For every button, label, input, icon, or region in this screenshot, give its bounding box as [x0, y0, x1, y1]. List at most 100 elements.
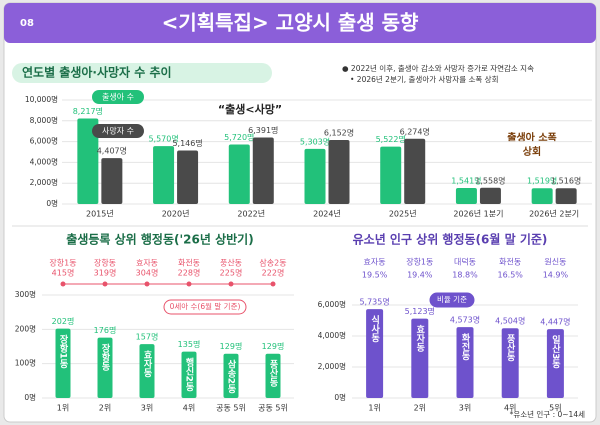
ranking-name: 풍산동 — [220, 258, 242, 268]
bar — [139, 344, 155, 398]
value-label: 8,217명 — [73, 106, 103, 116]
y-tick-label: 6,000명 — [30, 136, 58, 146]
bar — [531, 188, 553, 204]
annotation: 출생아 소폭 — [507, 131, 556, 144]
bar-name: 삼송2동 — [226, 359, 236, 394]
annotation: 상회 — [523, 145, 541, 158]
note: ● 2022년 이후, 출생아 감소와 사망자 증가로 자연감소 지속 — [342, 63, 534, 73]
ranking-name: 장항1동 — [49, 258, 76, 268]
ranking-name: 삼송2동 — [259, 258, 286, 268]
bar — [223, 353, 239, 398]
bar — [265, 353, 281, 398]
bar — [77, 118, 99, 204]
value-label: 5,522명 — [376, 134, 406, 144]
y-tick-label: 2,000명 — [30, 177, 58, 187]
x-tick-label: 2위 — [99, 404, 111, 413]
y-tick-label: 200명 — [15, 323, 36, 333]
ranking-value: 16.5% — [497, 271, 523, 280]
value-label: 1,519명 — [527, 176, 557, 186]
bar — [455, 187, 477, 204]
ranking-dot — [144, 281, 150, 287]
ranking-value: 225명 — [220, 268, 243, 278]
value-label: 5,303명 — [300, 136, 330, 146]
ranking-value: 19.5% — [362, 271, 388, 280]
bar — [97, 337, 113, 398]
x-tick-label: 2022년 — [237, 209, 265, 219]
ranking-value: 222명 — [262, 268, 285, 278]
bar-name: 장항1동 — [58, 334, 68, 369]
x-tick-label: 2026년 2분기 — [529, 209, 579, 219]
value-label: 6,274명 — [400, 126, 430, 136]
legend-swatch — [92, 90, 144, 104]
ranking-name: 장항동 — [94, 258, 116, 268]
ranking-dot — [270, 281, 276, 287]
page-number: 08 — [20, 18, 34, 29]
header-band — [4, 3, 596, 43]
page-title: <기획특집> 고양시 출생 동향 — [162, 11, 419, 35]
value-label: 157명 — [136, 332, 159, 342]
bar-name: 효자동 — [414, 325, 424, 353]
ranking-name: 원신동 — [544, 258, 566, 267]
ranking-label: 0세아 수(6월 말 기준) — [170, 301, 241, 311]
bar-name: 일산3동 — [550, 334, 560, 369]
x-tick-label: 4위 — [504, 404, 516, 413]
x-tick-label: 4위 — [183, 404, 195, 413]
value-label: 4,407명 — [97, 146, 127, 156]
ranking-value: 19.4% — [407, 271, 433, 280]
bar — [304, 148, 326, 204]
x-tick-label: 2024년 — [313, 209, 341, 219]
value-label: 1,541명 — [451, 175, 481, 185]
value-label: 5,146명 — [172, 138, 202, 148]
x-tick-label: 3위 — [459, 404, 471, 413]
ranking-value: 319명 — [94, 268, 117, 278]
bar — [546, 329, 564, 398]
y-tick-label: 4,000명 — [318, 330, 346, 340]
value-label: 129명 — [262, 341, 285, 351]
annotation: “출생<사망” — [218, 102, 282, 116]
bar-name: 식사동 — [369, 314, 379, 343]
bar-name: 풍산동 — [268, 360, 278, 388]
x-tick-label: 5위 — [549, 404, 561, 413]
bar — [228, 144, 250, 204]
bar — [456, 327, 474, 398]
bar — [101, 158, 123, 204]
ranking-value: 14.9% — [543, 271, 569, 280]
y-tick-label: 0명 — [24, 392, 36, 402]
bar — [479, 187, 501, 204]
y-tick-label: 100명 — [15, 358, 36, 368]
y-tick-label: 0명 — [334, 392, 346, 402]
value-label: 5,735명 — [359, 297, 389, 307]
x-tick-label: 2026년 1분기 — [453, 209, 503, 219]
y-tick-label: 300명 — [15, 289, 36, 299]
footnote: *유소년 인구 : 0~14세 — [510, 409, 586, 419]
legend-label: 출생아 수 — [102, 92, 134, 102]
section-title-bg — [12, 63, 272, 83]
ranking-name: 대덕동 — [454, 257, 476, 267]
value-label: 4,447명 — [540, 317, 570, 327]
bar-name: 풍산동 — [505, 334, 515, 362]
y-tick-label: 0명 — [46, 198, 58, 208]
ranking-name: 화전동 — [499, 257, 521, 267]
bar — [177, 150, 199, 204]
ranking-name: 화전동 — [178, 258, 200, 268]
value-label: 6,152명 — [324, 128, 354, 138]
ranking-value: 415명 — [52, 268, 75, 278]
bar — [252, 137, 274, 204]
x-tick-label: 2020년 — [162, 209, 190, 219]
x-tick-label: 2위 — [414, 404, 426, 413]
y-tick-label: 8,000명 — [30, 115, 58, 125]
y-tick-label: 10,000명 — [25, 94, 58, 104]
bar-name: 행신2동 — [184, 357, 194, 392]
bar — [380, 146, 402, 204]
x-tick-label: 1위 — [57, 404, 69, 413]
ranking-name: 장항1동 — [406, 257, 433, 267]
bar — [501, 328, 519, 398]
value-label: 135명 — [178, 339, 201, 349]
y-tick-label: 2,000명 — [318, 361, 346, 371]
ranking-dot — [60, 281, 66, 287]
ranking-value: 18.8% — [452, 271, 478, 280]
x-tick-label: 2015년 — [86, 209, 114, 219]
value-label: 5,570명 — [148, 134, 178, 144]
bar — [411, 318, 429, 398]
